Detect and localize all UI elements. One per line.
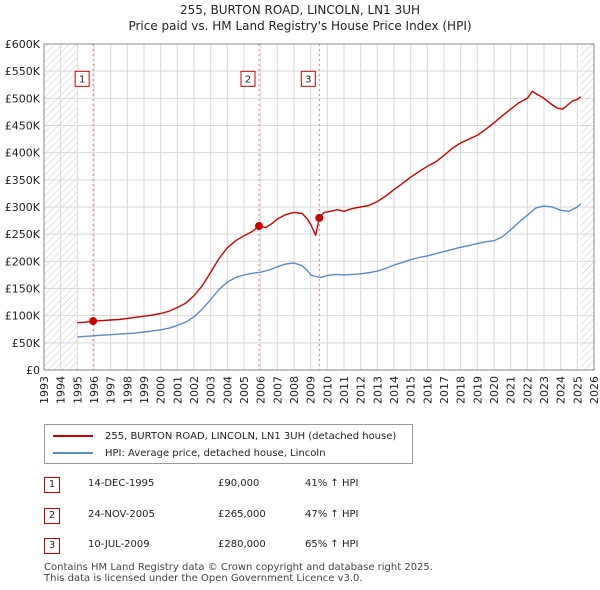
x-tick-label: 2019: [471, 376, 484, 404]
transaction-price: £280,000: [218, 539, 266, 550]
y-tick-label: £500K: [5, 92, 41, 105]
y-tick-label: £600K: [5, 38, 41, 51]
chart-subtitle: Price paid vs. HM Land Registry's House …: [128, 19, 472, 33]
x-tick-label: 2014: [388, 376, 401, 404]
x-tick-label: 2004: [221, 376, 234, 404]
y-tick-label: £50K: [12, 337, 41, 350]
y-tick-label: £300K: [5, 201, 41, 214]
x-tick-label: 2020: [488, 376, 501, 404]
x-tick-label: 2024: [555, 376, 568, 404]
x-tick-label: 2017: [438, 376, 451, 404]
transaction-hpi-change: 65% ↑ HPI: [305, 539, 359, 550]
x-tick-label: 1997: [105, 376, 118, 404]
transaction-number-badge: 2: [44, 508, 60, 524]
x-tick-label: 1995: [71, 376, 84, 404]
x-tick-label: 2022: [521, 376, 534, 404]
transaction-price: £265,000: [218, 509, 266, 520]
transaction-row: 2 24-NOV-2005 £265,000 47% ↑ HPI: [0, 506, 600, 526]
transaction-hpi-change: 47% ↑ HPI: [305, 509, 359, 520]
legend-item-property: 255, BURTON ROAD, LINCOLN, LN1 3UH (deta…: [53, 429, 396, 443]
x-tick-label: 2010: [321, 376, 334, 404]
transaction-date: 14-DEC-1995: [88, 478, 155, 489]
sale-label-number: 1: [79, 74, 85, 85]
y-tick-label: £150K: [5, 283, 41, 296]
x-tick-label: 1993: [38, 376, 51, 404]
x-tick-label: 2026: [588, 376, 600, 404]
y-tick-label: £400K: [5, 147, 41, 160]
y-tick-label: £200K: [5, 255, 41, 268]
transaction-price: £90,000: [218, 478, 260, 489]
y-tick-label: £250K: [5, 228, 41, 241]
x-tick-label: 2005: [238, 376, 251, 404]
sale-label-number: 3: [305, 74, 311, 85]
transaction-row: 1 14-DEC-1995 £90,000 41% ↑ HPI: [0, 475, 600, 495]
x-tick-label: 2025: [571, 376, 584, 404]
legend: 255, BURTON ROAD, LINCOLN, LN1 3UH (deta…: [44, 424, 413, 464]
legend-item-hpi: HPI: Average price, detached house, Linc…: [53, 446, 326, 460]
x-tick-label: 1996: [88, 376, 101, 404]
transaction-date: 24-NOV-2005: [88, 509, 155, 520]
x-tick-label: 2015: [405, 376, 418, 404]
price-chart: 1 2 3 1993 1994 1995 1996 1997 1998 1999 2000 2001…: [5, 38, 600, 404]
x-tick-label: 2013: [371, 376, 384, 404]
x-tick-label: 1994: [55, 376, 68, 404]
sale-label-number: 2: [245, 74, 251, 85]
y-tick-label: £450K: [5, 120, 41, 133]
x-tick-label: 2016: [421, 376, 434, 404]
x-tick-label: 2018: [455, 376, 468, 404]
legend-label-property: 255, BURTON ROAD, LINCOLN, LN1 3UH (deta…: [105, 430, 397, 442]
x-tick-label: 2000: [155, 376, 168, 404]
sale-point-marker: [89, 317, 98, 326]
x-tick-label: 2008: [288, 376, 301, 404]
transaction-number-badge: 1: [44, 477, 60, 493]
x-tick-label: 2011: [338, 376, 351, 404]
sale-point-marker: [255, 222, 263, 231]
transaction-row: 3 10-JUL-2009 £280,000 65% ↑ HPI: [0, 536, 600, 556]
sale-point-marker: [315, 213, 324, 222]
y-tick-label: £0: [26, 364, 40, 377]
transaction-number-badge: 3: [44, 538, 60, 554]
plot-frame: [43, 43, 595, 371]
x-tick-label: 1999: [138, 376, 151, 404]
hpi-line: [77, 203, 582, 338]
footer-attribution: Contains HM Land Registry data © Crown c…: [44, 562, 433, 584]
sale-label-box: [74, 70, 90, 87]
x-tick-label: 2021: [505, 376, 518, 404]
y-tick-label: £350K: [5, 174, 41, 187]
x-tick-label: 1998: [121, 376, 134, 404]
x-tick-label: 2009: [305, 376, 318, 404]
transaction-hpi-change: 41% ↑ HPI: [305, 478, 359, 489]
transaction-date: 10-JUL-2009: [88, 539, 150, 550]
legend-label-hpi: HPI: Average price, detached house, Linc…: [105, 447, 326, 459]
x-tick-label: 2012: [355, 376, 368, 404]
x-tick-label: 2003: [205, 376, 218, 404]
x-tick-label: 2023: [538, 376, 551, 404]
x-tick-label: 2002: [188, 376, 201, 404]
legend-swatch-hpi: [53, 452, 93, 454]
sale-label-box: [300, 70, 316, 87]
y-tick-label: £550K: [5, 65, 41, 78]
x-tick-label: 2007: [271, 376, 284, 404]
footer-line-copyright: Contains HM Land Registry data © Crown c…: [44, 562, 433, 573]
x-tick-label: 2006: [255, 376, 268, 404]
chart-title: 255, BURTON ROAD, LINCOLN, LN1 3UH: [179, 3, 421, 17]
legend-swatch-property: [53, 435, 93, 437]
footer-line-licence: This data is licensed under the Open Gov…: [44, 573, 363, 584]
property-price-line: [77, 90, 582, 324]
sale-label-box: [240, 70, 256, 87]
y-tick-label: £100K: [5, 310, 41, 323]
x-tick-label: 2001: [171, 376, 184, 404]
